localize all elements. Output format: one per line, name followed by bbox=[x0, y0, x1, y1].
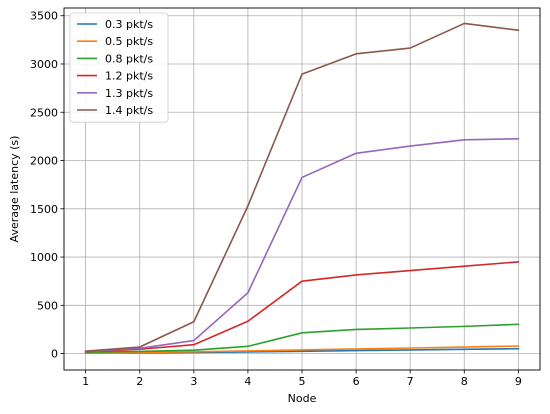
legend-label: 0.5 pkt/s bbox=[105, 35, 153, 48]
x-tick-label: 7 bbox=[407, 375, 414, 388]
y-tick-label: 2000 bbox=[30, 155, 58, 168]
legend-label: 1.3 pkt/s bbox=[105, 87, 153, 100]
x-axis-label: Node bbox=[288, 392, 317, 405]
x-tick-label: 3 bbox=[190, 375, 197, 388]
x-tick-label: 1 bbox=[82, 375, 89, 388]
legend-label: 1.4 pkt/s bbox=[105, 104, 153, 117]
y-tick-label: 3000 bbox=[30, 58, 58, 71]
x-tick-label: 2 bbox=[136, 375, 143, 388]
y-tick-label: 1500 bbox=[30, 203, 58, 216]
x-tick-label: 4 bbox=[244, 375, 251, 388]
legend-label: 0.8 pkt/s bbox=[105, 52, 153, 65]
y-axis-ticks: 0 500 1000 1500 2000 2500 3000 3500 bbox=[30, 10, 64, 361]
y-tick-label: 500 bbox=[37, 299, 58, 312]
y-tick-label: 1000 bbox=[30, 251, 58, 264]
legend-box bbox=[69, 12, 169, 123]
legend-label: 0.3 pkt/s bbox=[105, 18, 153, 31]
series-line-5 bbox=[84, 22, 520, 353]
y-tick-label: 3500 bbox=[30, 10, 58, 23]
legend-label: 1.2 pkt/s bbox=[105, 70, 153, 83]
x-axis-ticks: 1 2 3 4 5 6 7 8 9 bbox=[82, 370, 522, 388]
legend: 0.3 pkt/s 0.5 pkt/s 0.8 pkt/s 1.2 pkt/s 1.3 … bbox=[69, 12, 169, 123]
x-tick-label: 9 bbox=[515, 375, 522, 388]
series-lines bbox=[84, 22, 520, 354]
y-tick-label: 2500 bbox=[30, 106, 58, 119]
x-tick-label: 8 bbox=[461, 375, 468, 388]
y-tick-label: 0 bbox=[51, 348, 58, 361]
grid-lines bbox=[64, 8, 540, 370]
x-tick-label: 6 bbox=[353, 375, 360, 388]
y-axis-label: Average latency (s) bbox=[8, 136, 21, 243]
x-tick-label: 5 bbox=[299, 375, 306, 388]
series-line-3 bbox=[84, 261, 520, 353]
series-line-4 bbox=[84, 137, 520, 353]
series-line-2 bbox=[84, 323, 520, 353]
series-line-1 bbox=[84, 345, 520, 354]
